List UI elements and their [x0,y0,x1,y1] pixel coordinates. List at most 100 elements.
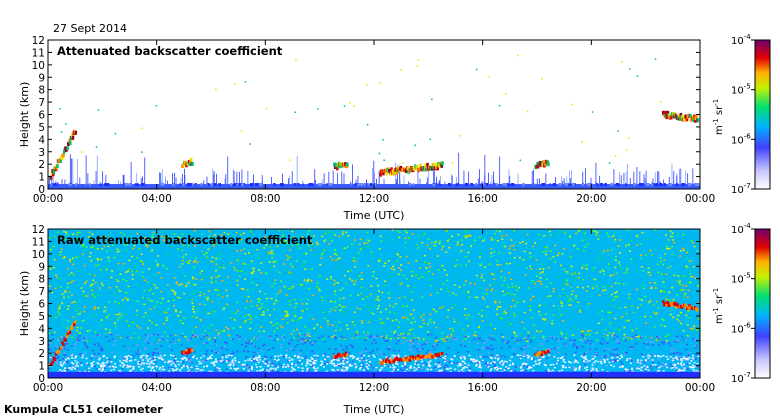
raw-noise-low [223,360,226,362]
surface-speckle [251,183,254,187]
raw-clear-air [172,355,175,357]
raw-noise [172,333,175,336]
raw-noise [338,321,341,323]
raw-noise [170,333,173,336]
raw-noise [247,319,250,321]
raw-clear-air [221,356,224,359]
raw-noise-low [613,334,616,337]
raw-noise [113,256,116,259]
raw-clear-air [444,357,447,360]
raw-noise [75,338,78,341]
raw-noise [178,284,181,287]
raw-noise [133,272,136,274]
raw-noise [612,299,615,301]
raw-noise [170,232,173,235]
raw-noise-low [675,339,678,342]
raw-noise [656,263,659,265]
raw-noise-low [424,363,427,366]
raw-noise [404,229,407,232]
raw-noise [271,257,274,259]
raw-noise [651,268,654,271]
raw-noise-low [508,346,511,348]
raw-noise [83,319,86,322]
raw-noise-low [132,343,135,346]
surface-speckle [455,183,460,187]
raw-noise [132,299,135,302]
raw-noise [282,263,285,265]
raw-noise-low [496,336,499,339]
raw-noise [496,240,499,242]
raw-clear-air [600,360,603,363]
surface-speckle [350,183,352,187]
raw-noise-low [57,340,60,342]
raw-noise-low [488,337,491,339]
raw-noise [559,264,562,267]
raw-noise [625,245,628,248]
raw-clear-air [150,369,153,372]
raw-noise [78,332,81,334]
raw-noise [541,271,544,273]
raw-clear-air [392,364,395,366]
raw-noise [234,234,237,237]
raw-noise [341,306,344,308]
raw-noise-low [54,347,57,350]
raw-noise [132,292,135,294]
raw-noise [562,288,565,291]
raw-noise [301,236,304,238]
raw-noise [93,274,96,277]
raw-noise [586,243,589,245]
raw-noise [573,280,576,282]
raw-noise-low [205,353,208,355]
raw-noise-low [649,365,652,368]
raw-clear-air [158,368,161,370]
surface-speckle [432,183,434,187]
raw-noise [635,270,638,273]
raw-noise [239,279,242,282]
raw-noise [564,246,567,248]
raw-noise [489,284,492,286]
raw-noise [493,310,496,312]
noise-dot [519,159,522,162]
raw-noise [119,237,122,239]
raw-noise [685,258,688,261]
raw-clear-air [594,355,597,358]
raw-clear-air [539,358,542,361]
raw-noise-low [167,347,170,350]
raw-noise [115,278,118,281]
raw-clear-air [75,365,78,367]
raw-noise-low [682,360,685,363]
raw-clear-air [312,363,315,365]
raw-clear-air [122,362,125,365]
raw-clear-air [134,358,137,361]
noise-dot [343,105,346,107]
raw-noise-low [298,364,301,366]
raw-noise [356,307,359,310]
raw-noise-low [695,345,698,347]
raw-clear-air [72,366,75,369]
raw-noise [291,323,294,326]
raw-noise-low [631,341,634,343]
raw-noise [554,244,557,247]
raw-clear-air [319,364,322,367]
raw-noise [661,273,664,275]
raw-noise-low [266,363,269,365]
raw-noise [208,338,211,341]
raw-noise [563,268,566,271]
raw-noise [500,317,503,320]
raw-noise [664,297,667,299]
raw-noise [463,314,466,316]
raw-noise [506,321,509,323]
noise-dot [215,88,217,91]
raw-noise-low [429,351,432,354]
raw-noise [110,319,113,321]
raw-noise [428,262,431,265]
raw-noise [356,332,359,335]
raw-noise [82,244,85,246]
raw-noise [659,273,662,275]
raw-noise [587,330,590,333]
raw-noise [439,240,442,242]
raw-noise-low [93,343,96,346]
raw-clear-air [74,367,77,370]
raw-noise [279,325,282,327]
raw-noise [406,235,409,237]
